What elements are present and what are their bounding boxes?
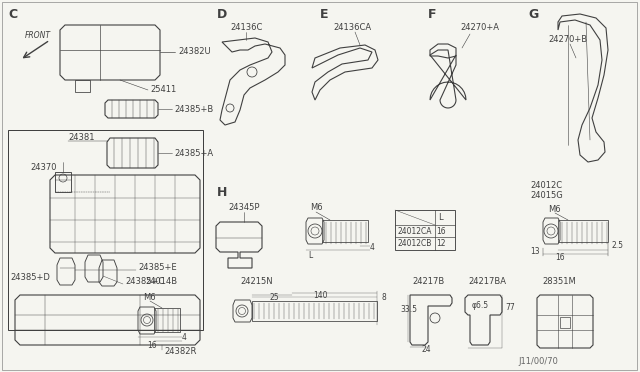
Text: D: D (217, 9, 227, 22)
Bar (8, 130, 203, 330)
Text: FRONT: FRONT (25, 32, 51, 41)
Text: 24136CA: 24136CA (333, 23, 371, 32)
Text: 24014B: 24014B (145, 278, 177, 286)
Text: 24012CA: 24012CA (397, 227, 431, 235)
Text: 140: 140 (313, 291, 327, 299)
Text: 24270+B: 24270+B (548, 35, 587, 45)
Text: 24215N: 24215N (240, 278, 273, 286)
Text: 16: 16 (436, 227, 446, 235)
Bar (154, 308, 180, 332)
Text: 4: 4 (182, 334, 187, 343)
Text: 24385+E: 24385+E (138, 263, 177, 273)
Text: L: L (438, 214, 442, 222)
Text: F: F (428, 9, 436, 22)
Bar (55, 172, 71, 192)
Text: 12: 12 (436, 238, 445, 247)
Text: 24382R: 24382R (164, 347, 196, 356)
Text: 4: 4 (370, 244, 375, 253)
Bar (322, 220, 368, 242)
Text: M6: M6 (548, 205, 561, 215)
Text: J11/00/70: J11/00/70 (518, 357, 558, 366)
Text: 24270+A: 24270+A (460, 23, 499, 32)
Text: 25411: 25411 (150, 86, 176, 94)
Text: 24012C: 24012C (530, 180, 562, 189)
Text: 24012CB: 24012CB (397, 238, 431, 247)
Bar (395, 210, 455, 250)
Text: 24345P: 24345P (228, 202, 259, 212)
Bar (252, 301, 377, 321)
Text: E: E (320, 9, 328, 22)
Text: 16: 16 (555, 253, 565, 263)
Text: 2.5: 2.5 (612, 241, 624, 250)
Text: 24385+D: 24385+D (10, 273, 50, 282)
Text: 24385+C: 24385+C (125, 278, 164, 286)
Text: 24217BA: 24217BA (468, 278, 506, 286)
Text: 28351M: 28351M (542, 278, 576, 286)
Text: 24015G: 24015G (530, 190, 563, 199)
Text: 13: 13 (530, 247, 540, 257)
Text: φ6.5: φ6.5 (472, 301, 489, 310)
Text: 16: 16 (147, 340, 157, 350)
Text: 8: 8 (382, 292, 387, 301)
Text: 24: 24 (422, 346, 431, 355)
Bar (558, 220, 608, 242)
Text: C: C (8, 9, 17, 22)
Text: 24136C: 24136C (230, 23, 262, 32)
Text: 25: 25 (270, 292, 280, 301)
Text: M6: M6 (143, 292, 156, 301)
Text: M6: M6 (310, 202, 323, 212)
Text: 24385+A: 24385+A (174, 148, 213, 157)
Text: G: G (528, 9, 538, 22)
Text: 24370: 24370 (30, 164, 56, 173)
Text: 24385+B: 24385+B (174, 105, 213, 113)
Text: L: L (308, 251, 312, 260)
Text: 33.5: 33.5 (400, 305, 417, 314)
Bar (560, 317, 570, 328)
Text: 24382U: 24382U (178, 48, 211, 57)
Text: 24381: 24381 (68, 134, 95, 142)
Text: H: H (217, 186, 227, 199)
Text: 24217B: 24217B (412, 278, 444, 286)
Text: 77: 77 (505, 304, 515, 312)
